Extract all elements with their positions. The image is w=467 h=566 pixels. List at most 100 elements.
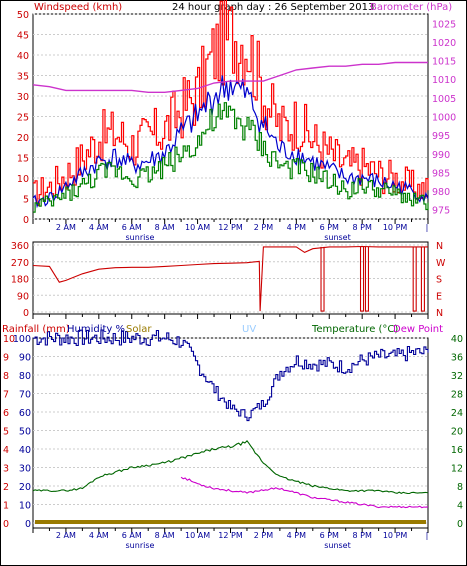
sunset-label: sunset	[324, 541, 351, 550]
time-axis-label: 4 PM	[287, 531, 306, 540]
direction-wrap-segment	[412, 246, 417, 312]
dewpoint-label: Dew Point	[393, 324, 443, 335]
direction-tick-label: 180	[11, 275, 29, 286]
rain-tick-label: 4	[3, 445, 9, 456]
rain-tick-label: 10	[3, 334, 15, 345]
sunset-label: sunset	[324, 233, 351, 242]
temperature-tick-label: 40	[451, 334, 463, 345]
time-axis-label: 8 AM	[155, 223, 175, 232]
rain-tick-label: 9	[3, 353, 9, 364]
wind-tick-label: 45	[17, 31, 29, 42]
humidity-tick-label: 30	[19, 464, 31, 475]
time-axis-label: 8 PM	[352, 223, 371, 232]
compass-tick-label: N	[436, 241, 443, 252]
wind-tick-label: 50	[17, 10, 29, 21]
wind-tick-label: 10	[17, 174, 29, 185]
compass-tick-label: S	[436, 275, 442, 286]
humidity-label: Humidity %	[67, 324, 125, 335]
rain-tick-label: 1	[3, 501, 9, 512]
rain-tick-label: 5	[3, 427, 9, 438]
time-axis-label: 2 AM	[56, 223, 76, 232]
rainfall-label: Rainfall (mm)	[2, 324, 70, 335]
direction-wrap-segment	[320, 246, 325, 312]
uv-label: UV	[242, 324, 256, 335]
temperature-tick-label: 24	[451, 408, 463, 419]
solar-baseline	[35, 520, 426, 524]
temperature-tick-label: 12	[451, 464, 463, 475]
barometer-tick-label: 975	[432, 206, 450, 217]
dewpoint-series-line	[180, 476, 429, 509]
humidity-tick-label: 60	[19, 408, 31, 419]
temperature-tick-label: 8	[457, 482, 463, 493]
direction-tick-label: 0	[23, 308, 29, 319]
direction-tick-label: 270	[11, 258, 29, 269]
time-axis-label: 2 PM	[254, 223, 273, 232]
windspeed-label: Windspeed (kmh)	[34, 2, 122, 13]
temperature-tick-label: 20	[451, 427, 463, 438]
time-axis-label: 4 AM	[89, 531, 109, 540]
wind-tick-label: 40	[17, 51, 29, 62]
wind-tick-label: 5	[23, 195, 29, 206]
time-axis-label: 2 AM	[56, 531, 76, 540]
time-axis-label: 8 PM	[352, 531, 371, 540]
barometer-tick-label: 1025	[432, 19, 456, 30]
sunrise-label: sunrise	[126, 541, 155, 550]
time-axis-label: 10 AM	[185, 531, 210, 540]
wind-tick-label: 15	[17, 154, 29, 165]
barometer-tick-label: 980	[432, 187, 450, 198]
barometer-tick-label: 990	[432, 150, 450, 161]
rain-tick-label: 2	[3, 482, 9, 493]
wind-tick-label: 20	[17, 133, 29, 144]
rain-tick-label: 8	[3, 371, 9, 382]
humidity-tick-label: 0	[25, 519, 31, 530]
humidity-series-line	[33, 329, 429, 422]
humidity-tick-label: 90	[19, 353, 31, 364]
humidity-tick-label: 50	[19, 427, 31, 438]
sunrise-label: sunrise	[126, 233, 155, 242]
humidity-tick-label: 10	[19, 501, 31, 512]
time-axis-label: 10 PM	[383, 531, 408, 540]
rain-tick-label: 6	[3, 408, 9, 419]
climate-panel-frame	[32, 337, 429, 529]
rain-tick-label: 7	[3, 390, 9, 401]
time-axis-end-mark: |	[426, 223, 429, 232]
time-axis-label: 2 PM	[254, 531, 273, 540]
wind-tick-label: 35	[17, 72, 29, 83]
barometer-tick-label: 1015	[432, 57, 456, 68]
compass-tick-label: W	[436, 258, 446, 269]
barometer-tick-label: 1010	[432, 75, 456, 86]
direction-wrap-segment	[364, 246, 370, 312]
direction-wrap-segment	[420, 246, 425, 312]
time-axis-label: 6 AM	[122, 223, 142, 232]
direction-tick-label: 90	[17, 291, 29, 302]
direction-tick-label: 360	[11, 241, 29, 252]
barometer-tick-label: 1020	[432, 38, 456, 49]
barometer-tick-label: 985	[432, 168, 450, 179]
barometer-series-line	[32, 61, 428, 93]
barometer-tick-label: 1000	[432, 113, 456, 124]
temperature-tick-label: 28	[451, 390, 463, 401]
humidity-tick-label: 80	[19, 371, 31, 382]
time-axis-label: 10 AM	[185, 223, 210, 232]
rain-tick-label: 0	[3, 519, 9, 530]
temperature-tick-label: 0	[457, 519, 463, 530]
direction-series-line	[32, 245, 428, 312]
wind-tick-label: 0	[23, 215, 29, 226]
compass-tick-label: E	[436, 291, 442, 302]
chart-title: 24 hour graph day : 26 September 2013	[172, 2, 374, 13]
temperature-series-line	[32, 439, 429, 495]
barometer-tick-label: 995	[432, 131, 450, 142]
rain-tick-label: 3	[3, 464, 9, 475]
gust-series-line	[33, 0, 429, 206]
time-axis-label: 12 PM	[218, 531, 243, 540]
time-axis-label: 6 PM	[320, 223, 339, 232]
temperature-tick-label: 32	[451, 371, 463, 382]
barometer-label: Barometer (hPa)	[370, 2, 452, 13]
wind-tick-label: 25	[17, 113, 29, 124]
humidity-tick-label: 40	[19, 445, 31, 456]
temperature-tick-label: 4	[457, 501, 463, 512]
solar-label: Solar	[126, 324, 152, 335]
time-axis-label: 8 AM	[155, 531, 175, 540]
humidity-tick-label: 100	[13, 334, 31, 345]
